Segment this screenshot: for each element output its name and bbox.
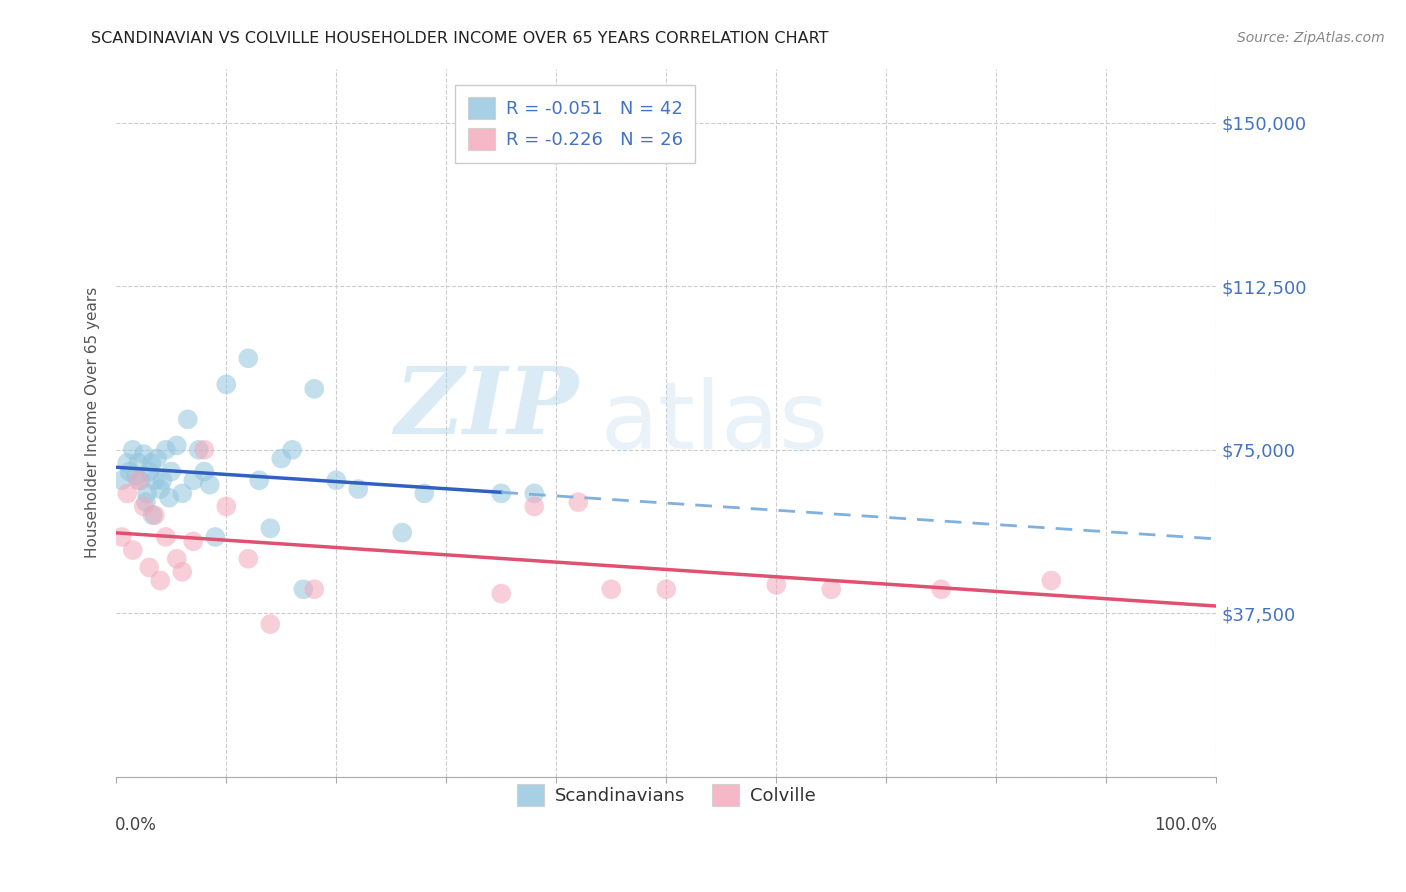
Point (238, 351, 260, 366)
Point (567, 495, 589, 509)
Text: 100.0%: 100.0% (1154, 815, 1218, 833)
Point (155, 442, 177, 457)
Point (127, 473, 149, 487)
Point (152, 473, 174, 487)
Point (204, 530, 226, 544)
Point (135, 495, 157, 509)
Point (215, 500, 238, 514)
Point (136, 486, 159, 500)
Text: SCANDINAVIAN VS COLVILLE HOUSEHOLDER INCOME OVER 65 YEARS CORRELATION CHART: SCANDINAVIAN VS COLVILLE HOUSEHOLDER INC… (91, 31, 830, 46)
Point (132, 447, 155, 461)
Point (172, 565, 194, 579)
Point (765, 578, 787, 592)
Point (143, 473, 166, 487)
Point (391, 525, 413, 540)
Text: Source: ZipAtlas.com: Source: ZipAtlas.com (1237, 31, 1385, 45)
Point (281, 442, 304, 457)
Point (929, 582, 952, 597)
Point (347, 482, 370, 496)
Point (181, 473, 204, 487)
Point (523, 500, 546, 514)
Point (177, 412, 200, 426)
Point (270, 451, 292, 466)
Point (655, 582, 678, 597)
Point (125, 469, 148, 483)
Point (166, 438, 188, 452)
Point (820, 582, 842, 597)
Point (215, 377, 238, 392)
Point (198, 477, 221, 491)
Point (491, 586, 513, 600)
Point (111, 530, 134, 544)
Text: ZIP: ZIP (394, 363, 578, 453)
Point (166, 551, 188, 566)
Point (292, 582, 315, 597)
Point (491, 486, 513, 500)
Point (304, 382, 326, 396)
Point (259, 617, 281, 632)
Point (160, 465, 183, 479)
Point (181, 534, 204, 549)
Point (247, 473, 270, 487)
Legend: Scandinavians, Colville: Scandinavians, Colville (506, 773, 827, 817)
Point (141, 456, 163, 470)
Point (117, 486, 139, 500)
Y-axis label: Householder Income Over 65 years: Householder Income Over 65 years (86, 287, 100, 558)
Point (117, 456, 139, 470)
Point (111, 473, 134, 487)
Point (118, 465, 141, 479)
Point (129, 473, 152, 487)
Point (149, 482, 172, 496)
Point (121, 442, 143, 457)
Point (146, 451, 169, 466)
Point (259, 521, 281, 535)
Point (193, 465, 215, 479)
Point (523, 486, 546, 500)
Point (149, 574, 172, 588)
Text: atlas: atlas (600, 376, 828, 468)
Text: 0.0%: 0.0% (115, 815, 157, 833)
Point (238, 551, 260, 566)
Point (121, 543, 143, 558)
Point (155, 530, 177, 544)
Point (304, 582, 326, 597)
Point (600, 582, 623, 597)
Point (157, 491, 180, 505)
Point (172, 486, 194, 500)
Point (138, 465, 160, 479)
Point (325, 473, 347, 487)
Point (127, 456, 149, 470)
Point (413, 486, 436, 500)
Point (143, 508, 166, 523)
Point (142, 508, 165, 523)
Point (1040, 574, 1063, 588)
Point (187, 442, 209, 457)
Point (132, 500, 155, 514)
Point (138, 560, 160, 574)
Point (193, 442, 215, 457)
